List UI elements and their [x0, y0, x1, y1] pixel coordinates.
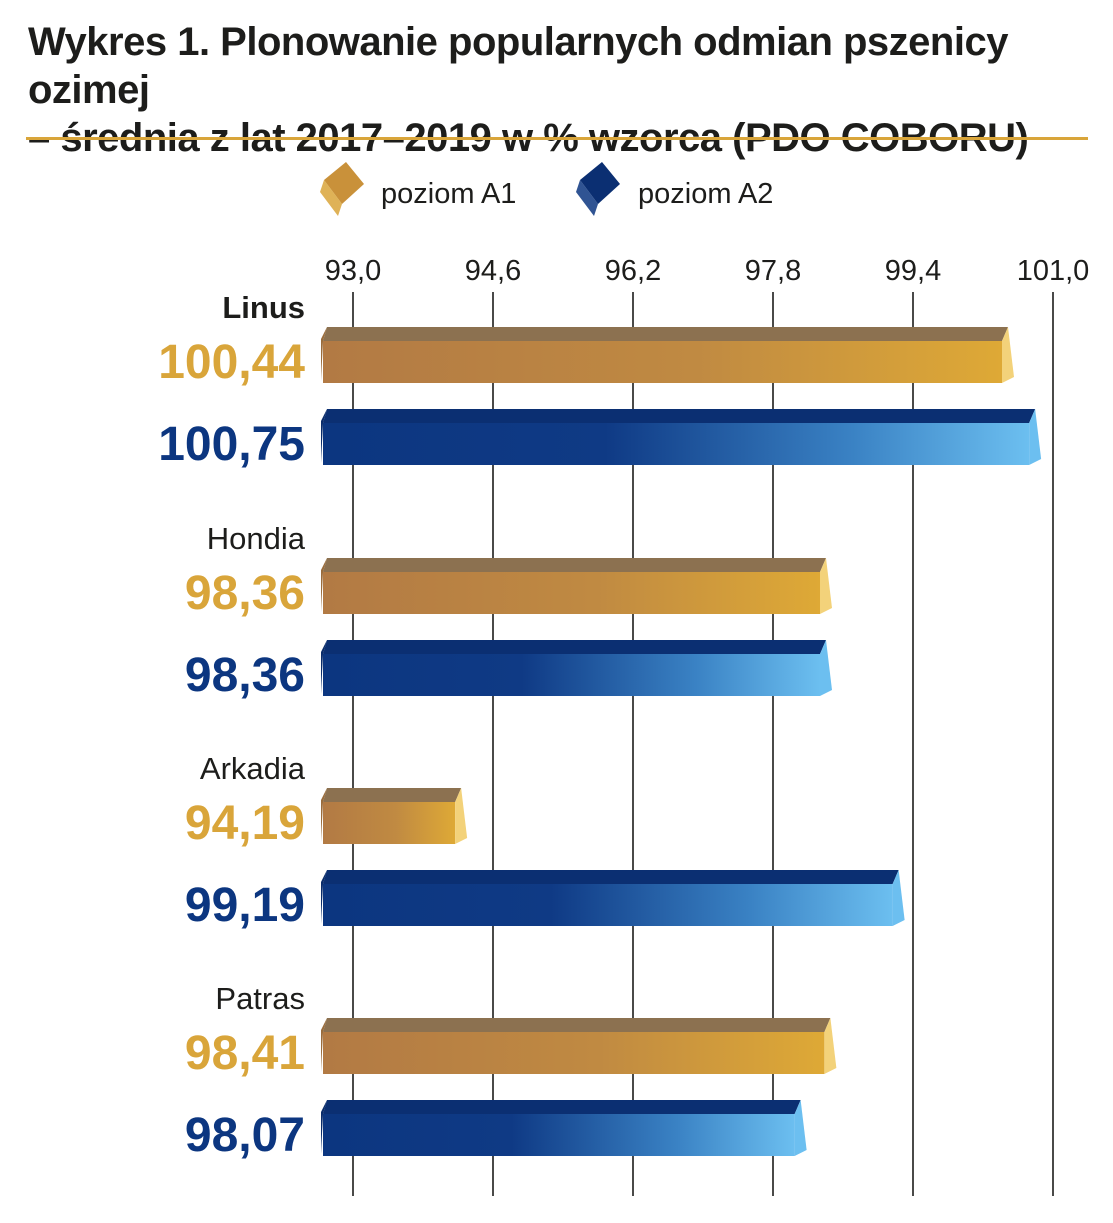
bar-top-a1-arkadia — [323, 788, 462, 802]
bar-edge-a2-arkadia — [321, 870, 327, 924]
bar-a1-linus — [321, 327, 1014, 383]
x-tick-label-2: 94,6 — [465, 255, 521, 287]
bar-top-a1-patras — [323, 1018, 831, 1032]
bar-edge-a2-hondia — [321, 640, 327, 694]
bar-a2-linus — [321, 409, 1042, 465]
category-label-hondia: Hondia — [207, 521, 306, 556]
x-tick-label-6: 101,0 — [1017, 255, 1090, 287]
bar-side-a1-arkadia — [455, 788, 468, 844]
value-label-a1-hondia: 98,36 — [185, 567, 305, 620]
bar-front-a1-linus — [323, 341, 1002, 383]
value-label-a2-arkadia: 99,19 — [185, 879, 305, 932]
bar-front-a1-arkadia — [323, 802, 456, 844]
bar-top-a1-linus — [323, 327, 1008, 341]
bar-front-a2-linus — [323, 423, 1030, 465]
legend-label-1: poziom A1 — [381, 178, 516, 210]
labels: Linus 100,44 100,75 Hondia 98,36 98,36 Arkadia… — [158, 290, 306, 1162]
value-label-a1-patras: 98,41 — [185, 1027, 305, 1080]
bar-a2-hondia — [321, 640, 832, 696]
bar-edge-a1-hondia — [321, 558, 327, 612]
bar-a2-patras — [321, 1100, 807, 1156]
bar-edge-a1-arkadia — [321, 788, 327, 842]
bar-front-a1-patras — [323, 1032, 825, 1074]
bar-side-a2-patras — [794, 1100, 807, 1156]
value-label-a1-linus: 100,44 — [158, 336, 305, 389]
bar-top-a2-hondia — [323, 640, 826, 654]
bar-top-a1-hondia — [323, 558, 826, 572]
legend: poziom A1 poziom A2 — [320, 162, 773, 216]
bar-a2-arkadia — [321, 870, 905, 926]
x-tick-label-4: 97,8 — [745, 255, 801, 287]
bar-a1-hondia — [321, 558, 832, 614]
bars — [321, 327, 1042, 1156]
bar-a1-patras — [321, 1018, 837, 1074]
x-tick-label-1: 93,0 — [325, 255, 381, 287]
legend-label-2: poziom A2 — [638, 178, 773, 210]
bar-front-a2-hondia — [323, 654, 820, 696]
bar-side-a2-linus — [1029, 409, 1042, 465]
bar-edge-a1-linus — [321, 327, 327, 381]
category-label-linus: Linus — [222, 290, 305, 325]
legend-swatch-1 — [324, 162, 364, 204]
value-label-a2-linus: 100,75 — [158, 418, 305, 471]
legend-swatch-side-2 — [576, 180, 598, 216]
title-underline — [26, 137, 1088, 140]
bar-edge-a1-patras — [321, 1018, 327, 1072]
category-label-patras: Patras — [215, 981, 305, 1016]
bar-side-a2-arkadia — [892, 870, 905, 926]
x-tick-label-5: 99,4 — [885, 255, 941, 287]
value-label-a2-hondia: 98,36 — [185, 649, 305, 702]
bar-side-a1-hondia — [820, 558, 832, 614]
x-tick-label-3: 96,2 — [605, 255, 661, 287]
category-label-arkadia: Arkadia — [200, 751, 306, 786]
bar-a1-arkadia — [321, 788, 468, 844]
bar-top-a2-arkadia — [323, 870, 899, 884]
legend-swatch-side-1 — [320, 180, 342, 216]
legend-swatch-2 — [580, 162, 620, 204]
value-label-a1-arkadia: 94,19 — [185, 797, 305, 850]
bar-front-a2-patras — [323, 1114, 795, 1156]
bar-front-a2-arkadia — [323, 884, 893, 926]
bar-side-a1-linus — [1002, 327, 1014, 383]
bar-top-a2-linus — [323, 409, 1036, 423]
bar-side-a2-hondia — [820, 640, 832, 696]
bar-side-a1-patras — [824, 1018, 837, 1074]
bar-edge-a2-linus — [321, 409, 327, 463]
chart-title-line-1: Wykres 1. Plonowanie popularnych odmian … — [28, 20, 1008, 112]
value-label-a2-patras: 98,07 — [185, 1109, 305, 1162]
bar-top-a2-patras — [323, 1100, 801, 1114]
bar-edge-a2-patras — [321, 1100, 327, 1154]
bar-front-a1-hondia — [323, 572, 820, 614]
x-axis-ticks: 93,0 94,6 96,2 97,8 99,4 101,0 — [325, 255, 1090, 287]
